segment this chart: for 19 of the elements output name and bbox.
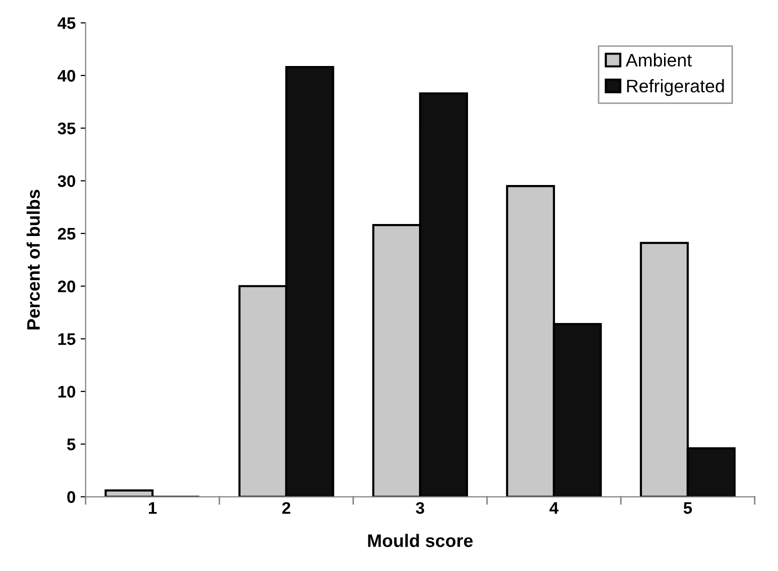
x-tick-label: 4 — [550, 502, 558, 514]
y-tick-label: 20 — [58, 280, 76, 292]
y-tick-label: 10 — [58, 386, 76, 398]
y-tick-label: 0 — [67, 491, 76, 503]
y-tick-label: 40 — [58, 70, 76, 82]
legend-label: Ambient — [626, 53, 692, 67]
y-tick-label: 45 — [58, 17, 76, 30]
legend-label: Refrigerated — [627, 79, 724, 96]
x-tick-label: 2 — [282, 502, 290, 514]
x-tick-label: 5 — [684, 502, 692, 514]
y-tick-label: 35 — [58, 122, 76, 134]
y-tick-label: 30 — [58, 175, 76, 188]
y-tick-label: 15 — [58, 333, 76, 345]
x-axis-title: Mould score — [368, 534, 473, 548]
x-tick-label: 1 — [148, 502, 157, 514]
y-tick-label: 5 — [67, 438, 76, 450]
x-tick-label: 3 — [416, 502, 424, 514]
y-axis-title: Percent of bulbs — [26, 190, 40, 330]
y-tick-label: 25 — [58, 228, 76, 240]
